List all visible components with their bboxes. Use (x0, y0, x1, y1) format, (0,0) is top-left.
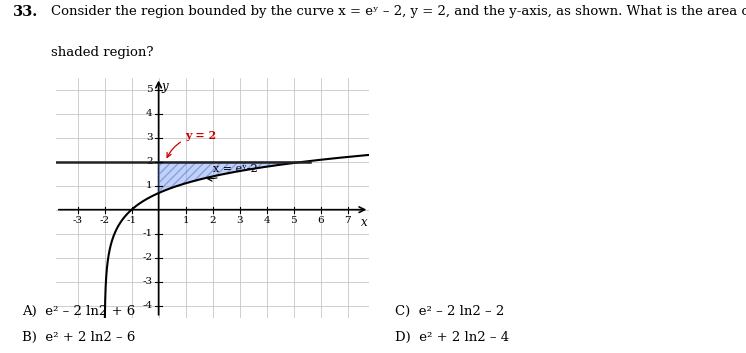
Text: 3: 3 (146, 133, 153, 142)
Text: -1: -1 (127, 216, 137, 226)
Text: y: y (162, 80, 169, 93)
Text: x: x (361, 216, 368, 229)
Text: shaded region?: shaded region? (51, 46, 153, 59)
Text: D)  e² + 2 ln2 – 4: D) e² + 2 ln2 – 4 (395, 331, 510, 344)
Text: 1: 1 (182, 216, 189, 226)
Text: 1: 1 (146, 181, 153, 190)
Text: 4: 4 (146, 109, 153, 118)
Text: 6: 6 (317, 216, 324, 226)
Text: 2: 2 (210, 216, 216, 226)
Text: 33.: 33. (13, 5, 39, 19)
Text: 7: 7 (345, 216, 351, 226)
Text: 3: 3 (236, 216, 243, 226)
Text: -3: -3 (72, 216, 83, 226)
Text: -2: -2 (99, 216, 110, 226)
Text: A)  e² – 2 ln2 + 6: A) e² – 2 ln2 + 6 (22, 305, 136, 318)
Text: -2: -2 (142, 253, 153, 262)
Text: Consider the region bounded by the curve x = eʸ – 2, y = 2, and the y-axis, as s: Consider the region bounded by the curve… (51, 5, 746, 18)
Text: -4: -4 (142, 301, 153, 310)
Text: -3: -3 (142, 277, 153, 286)
Text: 5: 5 (146, 85, 153, 94)
Text: B)  e² + 2 ln2 – 6: B) e² + 2 ln2 – 6 (22, 331, 136, 344)
Text: x = eʸ-2: x = eʸ-2 (207, 164, 257, 181)
Text: y = 2: y = 2 (167, 130, 217, 157)
Text: 2: 2 (146, 157, 153, 166)
Text: 4: 4 (263, 216, 270, 226)
Text: -1: -1 (142, 229, 153, 238)
Text: C)  e² – 2 ln2 – 2: C) e² – 2 ln2 – 2 (395, 305, 504, 318)
Text: 5: 5 (290, 216, 297, 226)
